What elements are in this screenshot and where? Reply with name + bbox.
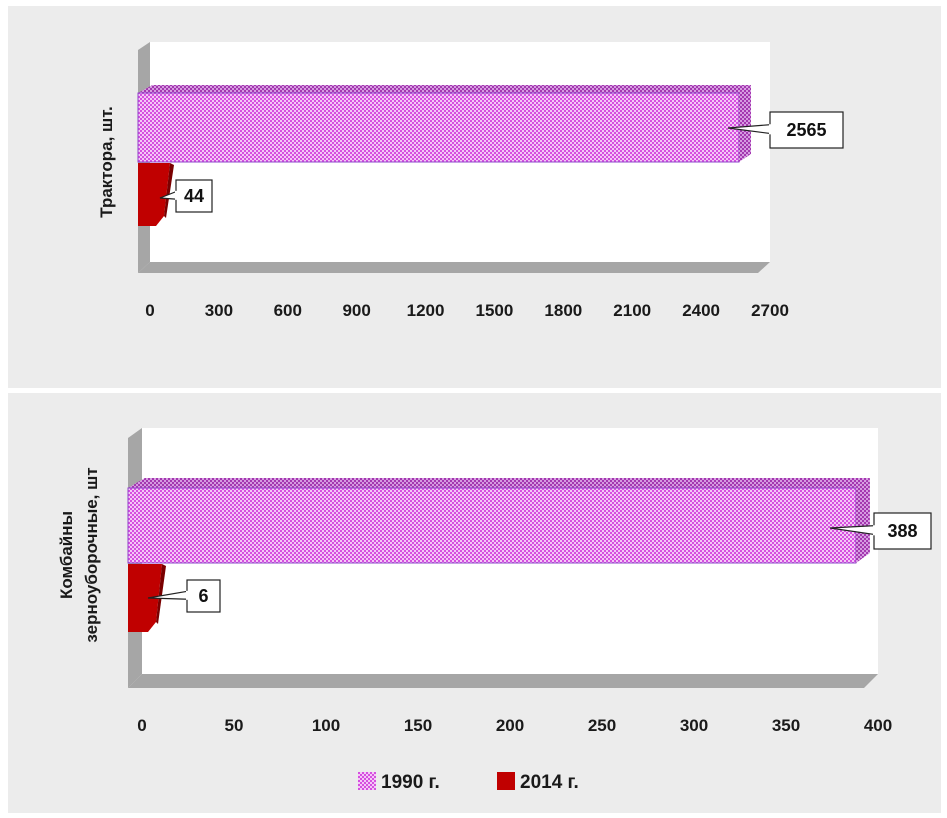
data-label-1990: 2565 (786, 120, 826, 140)
bar-1990-end-face (739, 85, 751, 162)
x-tick-label: 350 (772, 716, 800, 735)
legend: 1990 г. 2014 г. (358, 772, 579, 793)
bar-1990 (137, 92, 740, 163)
x-tick-label: 0 (145, 301, 154, 320)
data-label-2014: 6 (198, 586, 208, 606)
bar-2014 (138, 163, 170, 226)
data-label-1990-joint (769, 124, 772, 135)
x-tick-label: 2400 (682, 301, 720, 320)
data-label-2014: 44 (184, 186, 204, 206)
bar-2014-end-face (156, 564, 166, 624)
plot-floor (138, 262, 770, 273)
x-tick-label: 1500 (476, 301, 514, 320)
bar-2014-end-face (164, 163, 174, 218)
x-tick-label: 300 (205, 301, 233, 320)
x-tick-label: 2100 (613, 301, 651, 320)
x-tick-label: 400 (864, 716, 892, 735)
data-label-2014-box (186, 579, 221, 613)
x-tick-label: 150 (404, 716, 432, 735)
x-tick-label: 50 (225, 716, 244, 735)
x-tick-label: 300 (680, 716, 708, 735)
y-axis-label-combines-line2: зерноуборочные, шт (82, 467, 101, 642)
chart-combines: 0 50 100 150 200 250 300 350 400 388 6 (127, 428, 932, 735)
x-tick-label: 100 (312, 716, 340, 735)
chart-tractors: 0 300 600 900 1200 1500 1800 2100 2400 2700 2565 44 (137, 42, 844, 320)
bar-1990-top-face (138, 85, 751, 93)
data-label-2014-joint (175, 190, 178, 200)
x-tick-label: 250 (588, 716, 616, 735)
data-label-1990-joint (873, 525, 876, 536)
x-tick-label: 900 (342, 301, 370, 320)
y-axis-label-tractors: Трактора, шт. (97, 106, 116, 218)
bar-1990-end-face (855, 478, 870, 563)
x-tick-label: 0 (137, 716, 146, 735)
data-label-1990-box (769, 111, 844, 149)
legend-swatch-2014 (497, 772, 515, 790)
y-axis-label-combines-line1: Комбайны (57, 511, 76, 599)
data-label-1990-box (873, 512, 932, 550)
x-tick-label: 2700 (751, 301, 789, 320)
data-label-2014-joint (186, 590, 189, 600)
x-tick-label: 600 (274, 301, 302, 320)
x-tick-label: 1800 (544, 301, 582, 320)
legend-label-2014: 2014 г. (520, 772, 579, 793)
bar-1990 (127, 487, 857, 564)
data-label-1990: 388 (887, 521, 917, 541)
legend-label-1990: 1990 г. (381, 772, 440, 793)
bar-1990-top-face (128, 478, 870, 488)
bar-2014 (128, 564, 162, 632)
x-tick-label: 200 (496, 716, 524, 735)
x-tick-label: 1200 (407, 301, 445, 320)
legend-swatch-1990 (358, 772, 376, 790)
plot-floor (128, 674, 878, 688)
